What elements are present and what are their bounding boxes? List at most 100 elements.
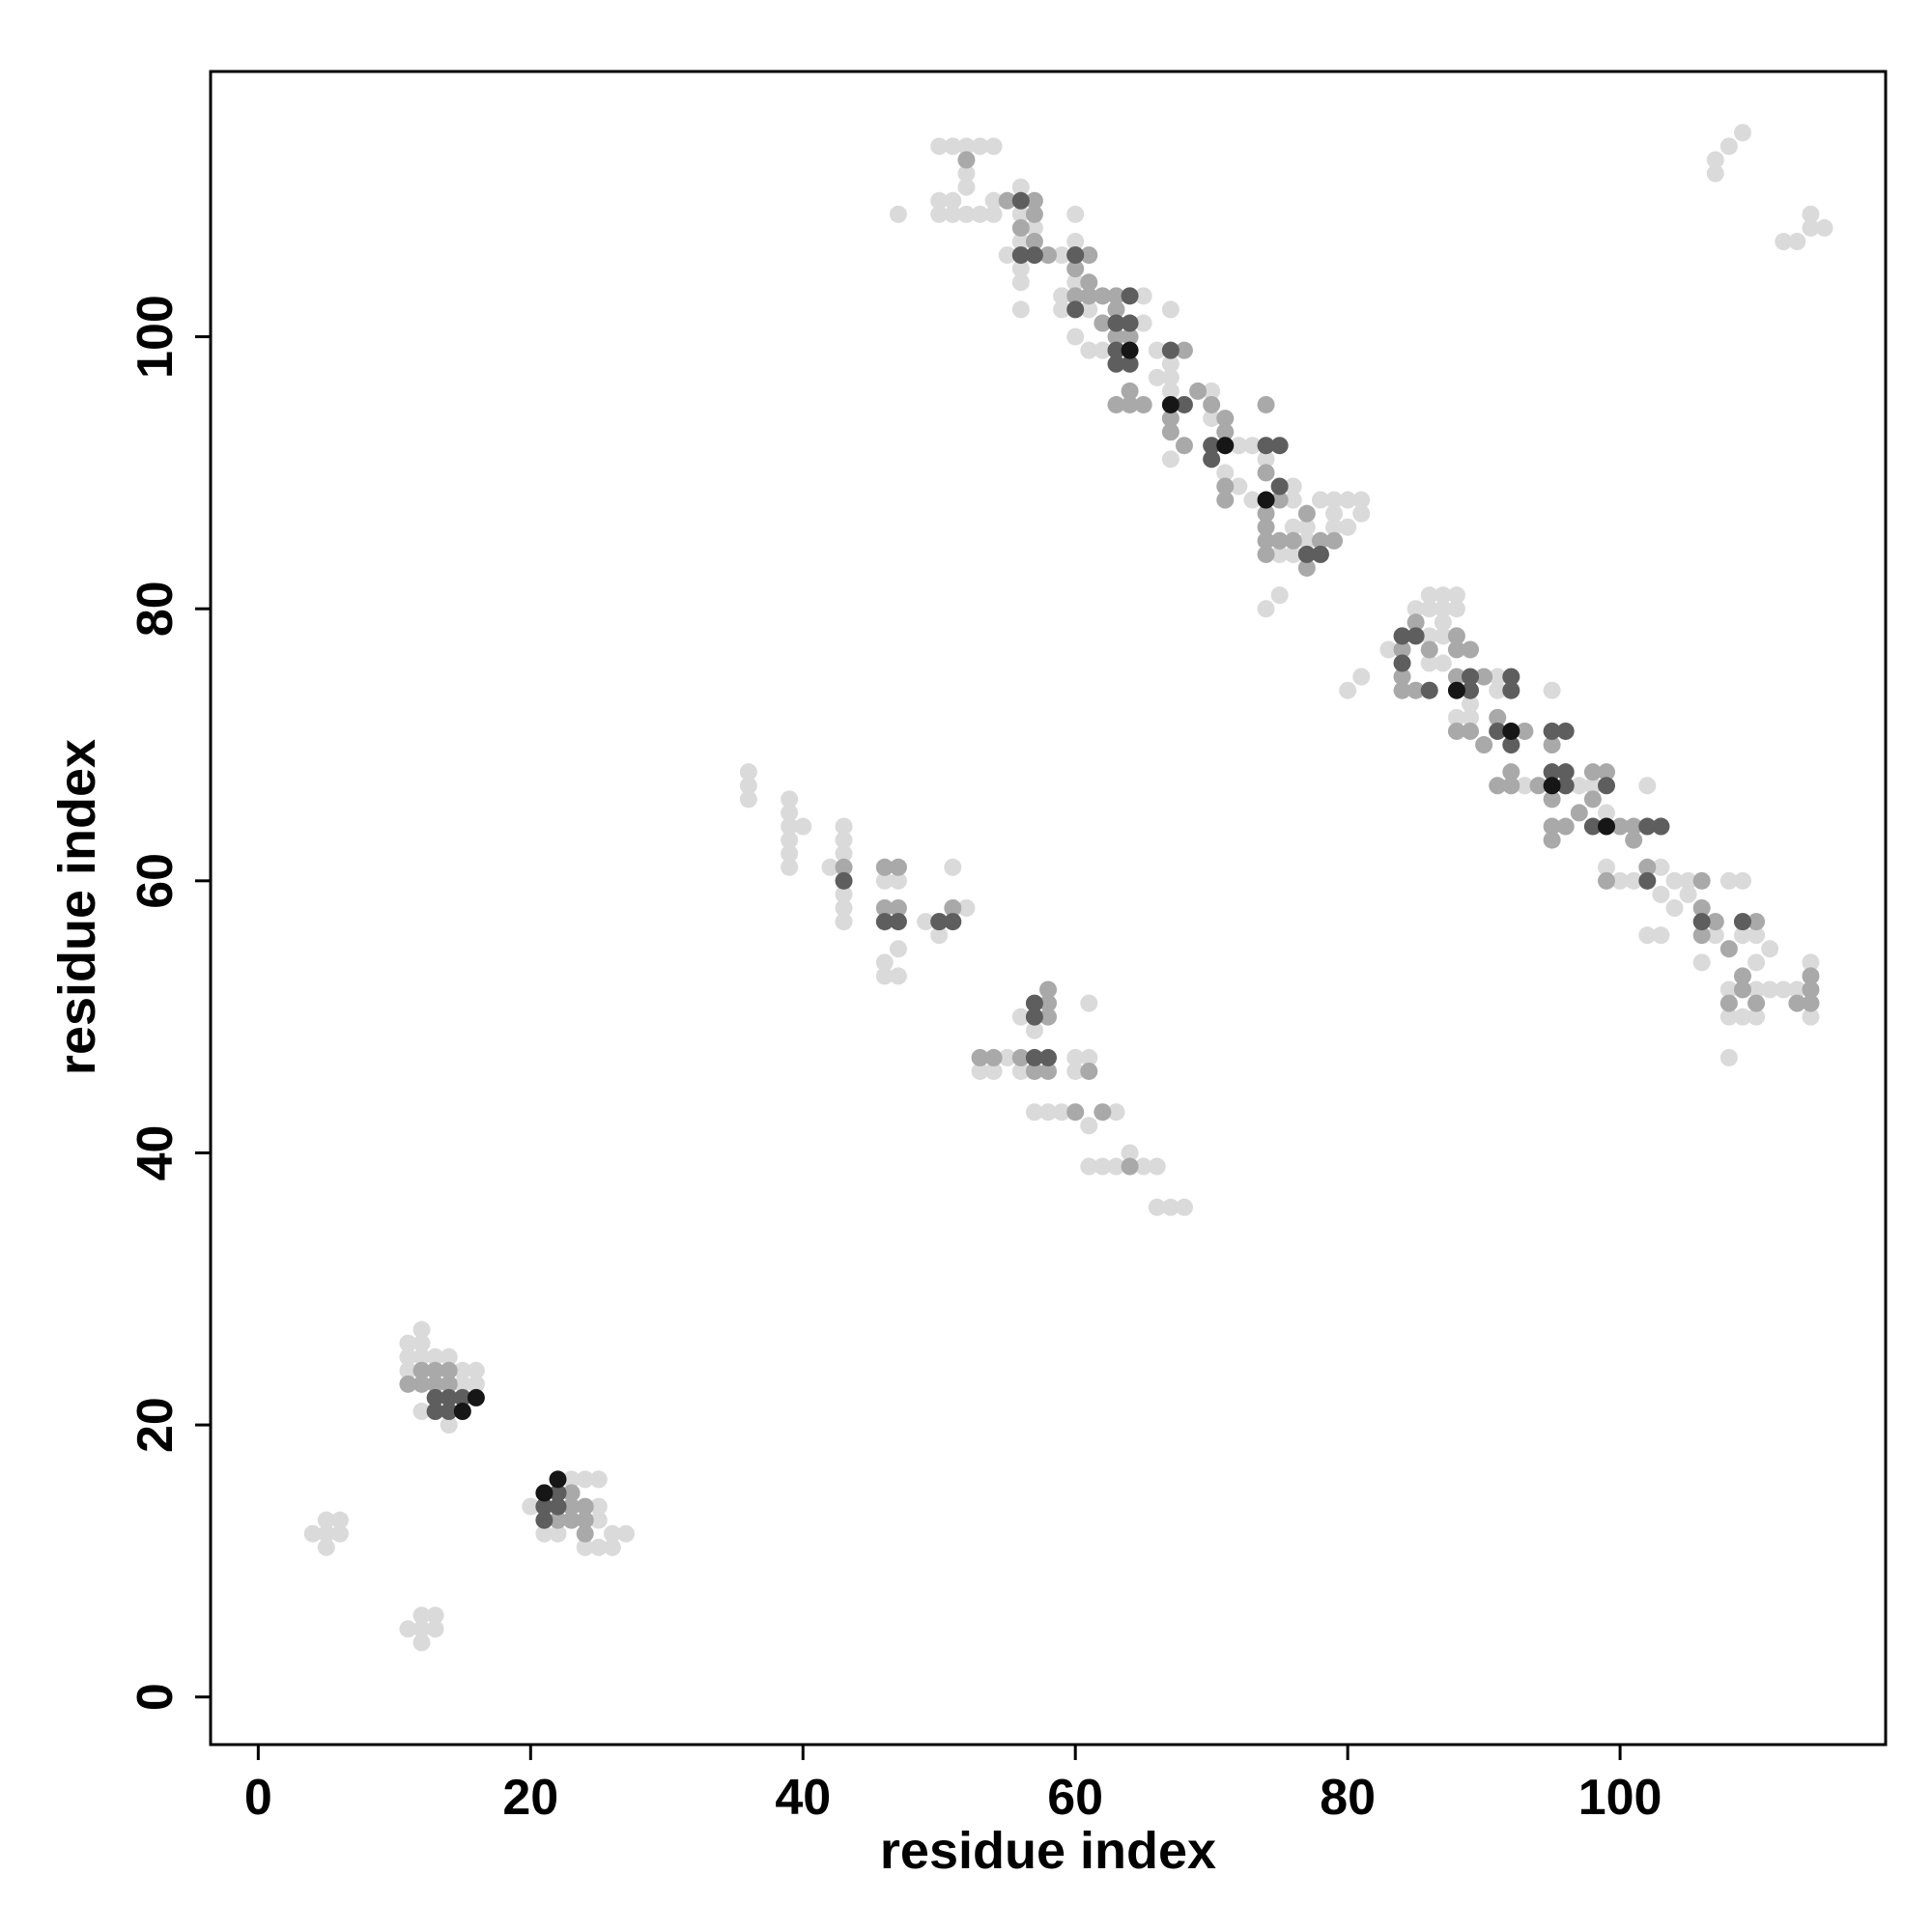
x-axis-label: residue index — [880, 1822, 1216, 1880]
point — [1598, 871, 1615, 890]
point — [1393, 654, 1411, 672]
point — [1406, 600, 1425, 618]
plot-frame — [209, 70, 1888, 1747]
point — [1733, 1008, 1751, 1026]
point — [944, 205, 962, 223]
point — [1352, 504, 1371, 523]
point — [589, 1470, 608, 1489]
point — [440, 1375, 458, 1393]
point — [1706, 926, 1724, 945]
point — [1107, 1157, 1125, 1176]
point — [1011, 273, 1030, 292]
point — [835, 871, 853, 890]
point — [1011, 218, 1030, 237]
point — [1719, 940, 1738, 958]
point — [1543, 722, 1561, 740]
point — [453, 1375, 471, 1393]
point — [1311, 545, 1329, 563]
point — [875, 858, 894, 876]
point — [1066, 205, 1085, 223]
point — [1583, 817, 1602, 836]
x-tick-label: 100 — [1578, 1770, 1662, 1826]
point — [1652, 885, 1670, 903]
point — [1679, 871, 1697, 890]
point — [1161, 368, 1179, 386]
point — [984, 1048, 1003, 1066]
point — [576, 1511, 594, 1529]
point — [1611, 817, 1630, 836]
point — [535, 1524, 554, 1543]
point — [1625, 831, 1643, 849]
point — [1175, 341, 1193, 359]
point — [1121, 355, 1139, 373]
point — [1203, 382, 1221, 400]
point — [889, 940, 907, 958]
point — [1352, 668, 1371, 686]
point — [1134, 1157, 1152, 1176]
point — [1297, 531, 1316, 550]
point — [1066, 233, 1085, 251]
point — [1161, 395, 1179, 413]
point — [562, 1484, 581, 1502]
point — [1598, 763, 1615, 781]
point — [1257, 450, 1275, 469]
point — [971, 205, 989, 223]
point — [412, 1361, 431, 1379]
point — [576, 1470, 594, 1489]
point — [1161, 355, 1179, 373]
point — [1066, 1103, 1085, 1122]
point — [1121, 287, 1139, 305]
point — [1257, 437, 1275, 455]
point — [1107, 300, 1125, 319]
point — [1080, 341, 1098, 359]
point — [1462, 681, 1480, 699]
point — [1638, 926, 1657, 945]
point — [1011, 1008, 1030, 1026]
point — [1297, 558, 1316, 577]
point — [1025, 233, 1043, 251]
point — [440, 1348, 458, 1366]
point — [562, 1470, 581, 1489]
point — [984, 137, 1003, 156]
point — [1025, 246, 1043, 265]
point — [1570, 804, 1588, 822]
point — [971, 137, 989, 156]
point — [1161, 450, 1179, 469]
point — [957, 205, 976, 223]
point — [1434, 627, 1452, 645]
point — [1489, 681, 1507, 699]
point — [1462, 668, 1480, 686]
point — [1502, 736, 1520, 754]
point — [1257, 504, 1275, 523]
point — [930, 926, 949, 945]
point — [1053, 300, 1071, 319]
point — [944, 899, 962, 917]
point — [1216, 464, 1235, 482]
point — [1025, 1062, 1043, 1080]
point — [1080, 1157, 1098, 1176]
point — [1039, 1008, 1057, 1026]
point — [1719, 980, 1738, 999]
point — [1529, 777, 1548, 795]
point — [1257, 518, 1275, 536]
point — [440, 1388, 458, 1406]
point — [835, 899, 853, 917]
point — [794, 817, 812, 836]
point — [576, 1497, 594, 1516]
point — [957, 137, 976, 156]
point — [1025, 1021, 1043, 1039]
point — [1556, 777, 1575, 795]
point — [1747, 1008, 1766, 1026]
point — [1692, 871, 1711, 890]
point — [1325, 518, 1344, 536]
point — [1665, 871, 1684, 890]
point — [1692, 913, 1711, 931]
point — [1257, 395, 1275, 413]
point — [603, 1538, 621, 1556]
point — [1339, 491, 1357, 509]
point — [1598, 858, 1615, 876]
point — [971, 1048, 989, 1066]
point — [1652, 926, 1670, 945]
point — [889, 858, 907, 876]
point — [1406, 613, 1425, 632]
